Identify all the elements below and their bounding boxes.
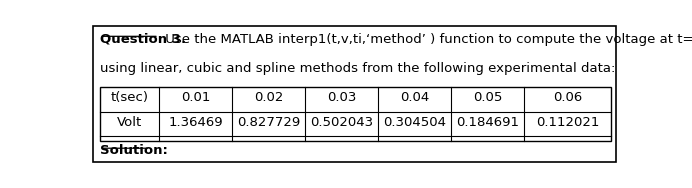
Text: 0.827729: 0.827729 [237, 116, 300, 129]
Text: 0.05: 0.05 [473, 91, 502, 104]
Text: 0.04: 0.04 [400, 91, 429, 104]
FancyBboxPatch shape [100, 87, 611, 141]
FancyBboxPatch shape [93, 26, 617, 161]
Text: 1.36469: 1.36469 [168, 116, 223, 129]
Text: Solution:: Solution: [100, 144, 167, 157]
Text: 0.02: 0.02 [254, 91, 284, 104]
Text: 0.06: 0.06 [553, 91, 582, 104]
Text: 0.01: 0.01 [181, 91, 210, 104]
Text: Use the MATLAB interp1(t,v,ti,‘method’ ) function to compute the voltage at t=0.: Use the MATLAB interp1(t,v,ti,‘method’ )… [161, 33, 692, 46]
Text: 0.112021: 0.112021 [536, 116, 599, 129]
Text: Question 3.: Question 3. [100, 33, 186, 46]
Text: 0.184691: 0.184691 [456, 116, 519, 129]
Text: Volt: Volt [117, 116, 142, 129]
Text: 0.502043: 0.502043 [310, 116, 374, 129]
Text: using linear, cubic and spline methods from the following experimental data:: using linear, cubic and spline methods f… [100, 62, 615, 75]
Text: 0.304504: 0.304504 [383, 116, 446, 129]
Text: 0.03: 0.03 [327, 91, 356, 104]
Text: t(sec): t(sec) [111, 91, 148, 104]
